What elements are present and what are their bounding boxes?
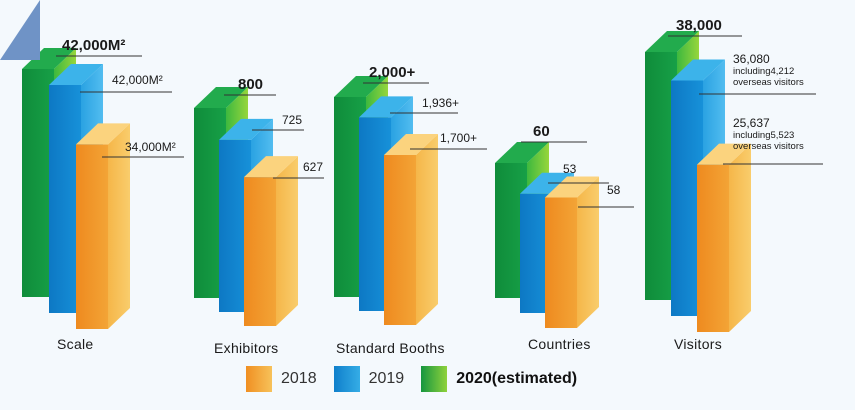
legend-item-2019: 2019: [333, 366, 405, 392]
bar-visitors-2019-front: [671, 80, 703, 317]
legend-label-2018: 2018: [281, 370, 317, 387]
bar-scale-2020-front: [22, 69, 54, 297]
value-label-exhibitors-2020: 800: [238, 76, 263, 93]
bar-standard-booths-2020-front: [334, 97, 366, 297]
corner-decoration: [0, 0, 40, 60]
value-label-visitors-2018-note: overseas visitors: [733, 141, 804, 152]
bar-countries-2019-top: [520, 172, 574, 194]
bar-scale-2019-top: [49, 64, 103, 85]
value-label-exhibitors-2019: 725: [282, 113, 302, 127]
legend-swatch-2018: [246, 366, 272, 392]
legend-item-2020: 2020(estimated): [421, 366, 577, 392]
bar-exhibitors-2019-front: [219, 139, 251, 312]
bar-standard-booths-2019-front: [359, 117, 391, 312]
bar-standard-booths-2018-side: [416, 134, 438, 325]
bar-exhibitors-2018-top: [244, 156, 298, 178]
value-label-visitors-2018: 25,637: [733, 116, 770, 130]
legend-label-2020: 2020(estimated): [456, 370, 578, 387]
value-label-standard-booths-2019: 1,936+: [422, 96, 459, 110]
category-label-countries: Countries: [528, 336, 591, 352]
value-label-visitors-2018-note: including5,523: [733, 130, 794, 141]
bar-visitors-2018-front: [697, 164, 729, 332]
legend-label-2019: 2019: [368, 370, 405, 387]
legend-swatch-2020: [421, 366, 448, 392]
value-label-standard-booths-2020: 2,000+: [369, 64, 416, 81]
value-label-countries-2020: 60: [533, 123, 550, 140]
bar-scale-2018-side: [108, 123, 130, 329]
bar-countries-2018-side: [577, 176, 599, 328]
value-label-countries-2019: 53: [563, 162, 577, 176]
value-label-scale-2019: 42,000M²: [112, 73, 163, 87]
value-label-visitors-2020: 38,000: [676, 17, 722, 34]
bar-exhibitors-2018-front: [244, 177, 276, 326]
value-label-standard-booths-2018: 1,700+: [440, 131, 477, 145]
bar-countries-2019-front: [520, 193, 552, 313]
legend-item-2018: 2018: [246, 366, 317, 392]
bar-countries-2020-top: [495, 142, 549, 163]
chart-legend: 2018 2019 2020(estimated): [246, 366, 594, 392]
category-label-exhibitors: Exhibitors: [214, 340, 279, 356]
bar-visitors-2019-top: [671, 59, 725, 81]
bar-countries-2020-front: [495, 163, 527, 298]
bar-exhibitors-2020-front: [194, 108, 226, 298]
bar-countries-2018-top: [545, 176, 599, 198]
bar-scale-2018-top: [76, 123, 130, 145]
bar-scale-2018-front: [76, 144, 108, 329]
category-label-scale: Scale: [57, 336, 94, 352]
bar-visitors-2020-front: [645, 52, 677, 300]
bar-visitors-2018-side: [729, 143, 751, 332]
value-label-visitors-2019: 36,080: [733, 52, 770, 66]
category-label-standard-booths: Standard Booths: [336, 340, 445, 356]
bar-standard-booths-2019-top: [359, 96, 413, 118]
bar-scale-2019-front: [49, 85, 81, 313]
bar-visitors-2018-top: [697, 143, 751, 165]
value-label-visitors-2019-note: including4,212: [733, 66, 794, 77]
bar-countries-2018-front: [545, 197, 577, 328]
value-label-exhibitors-2018: 627: [303, 160, 323, 174]
bar-standard-booths-2018-front: [384, 155, 416, 325]
value-label-visitors-2019-note: overseas visitors: [733, 77, 804, 88]
value-label-scale-2018: 34,000M²: [125, 140, 176, 154]
bar-scale-2020-top: [22, 48, 76, 69]
value-label-countries-2018: 58: [607, 183, 621, 197]
bar-exhibitors-2019-top: [219, 118, 273, 140]
bar-exhibitors-2020-top: [194, 87, 248, 108]
bar-exhibitors-2018-side: [276, 156, 298, 326]
bar-standard-booths-2020-top: [334, 76, 388, 97]
legend-swatch-2019: [333, 366, 360, 392]
value-label-scale-2020: 42,000M²: [62, 37, 125, 54]
bar-standard-booths-2018-top: [384, 134, 438, 155]
category-label-visitors: Visitors: [674, 336, 723, 352]
